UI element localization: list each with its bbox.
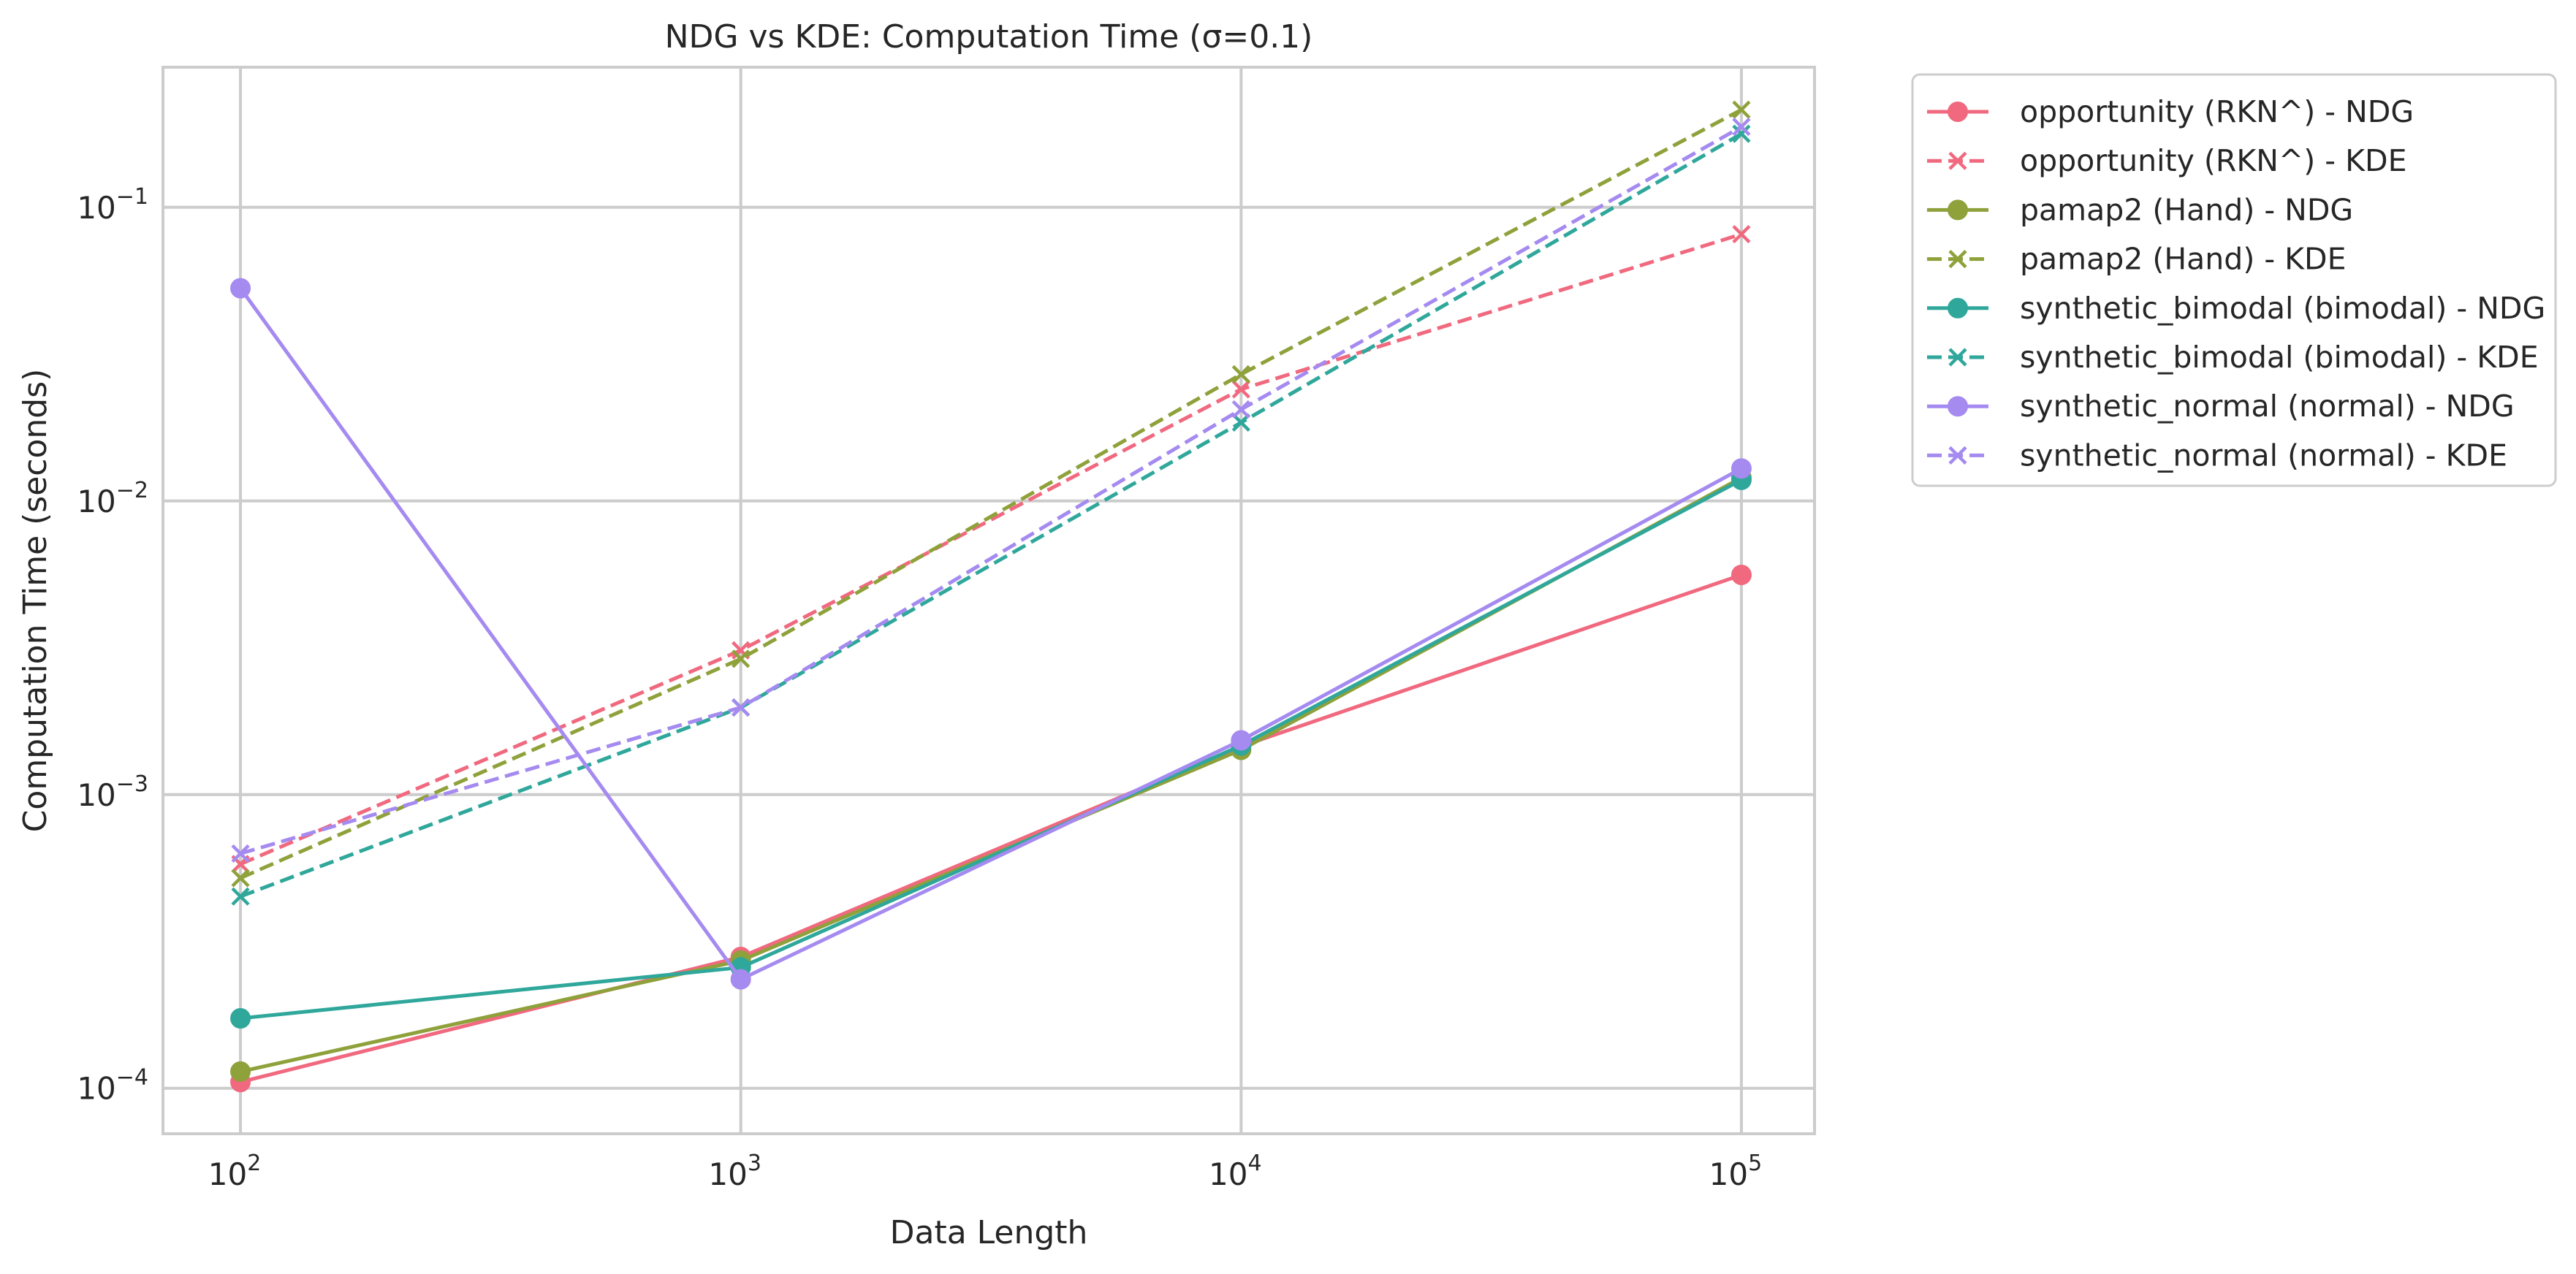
data-point <box>730 969 751 990</box>
series-pamap2-hand-kde <box>231 100 1751 888</box>
data-point <box>1732 124 1751 143</box>
series-line <box>239 287 1743 982</box>
legend-marker <box>1948 151 1967 170</box>
legend-marker <box>1948 348 1967 367</box>
data-point <box>1231 413 1250 432</box>
legend-label: opportunity (RKN^) - KDE <box>2020 143 2407 178</box>
legend-label: pamap2 (Hand) - NDG <box>2020 192 2353 227</box>
legend-label: synthetic_bimodal (bimodal) - NDG <box>2020 291 2545 326</box>
x-tick-label: 105 <box>1709 1151 1763 1192</box>
data-point <box>732 649 751 668</box>
y-tick-exponent: −3 <box>116 771 148 797</box>
y-tick-exponent: −4 <box>116 1065 148 1091</box>
x-tick-exponent: 5 <box>1748 1151 1762 1176</box>
legend-marker <box>1948 102 1968 122</box>
x-tick-exponent: 4 <box>1248 1151 1262 1176</box>
series-line <box>240 478 1743 1021</box>
data-point <box>230 1061 251 1082</box>
y-tick-exponent: −1 <box>116 184 148 210</box>
y-tick-label: 10−4 <box>77 1065 148 1107</box>
y-axis-label: Computation Time (seconds) <box>17 369 54 833</box>
y-tick-base: 10 <box>77 777 115 813</box>
x-tick-label: 104 <box>1209 1151 1262 1192</box>
data-point <box>1732 224 1751 244</box>
legend: opportunity (RKN^) - NDG opportunity (RKN… <box>1911 73 2557 487</box>
legend-label: opportunity (RKN^) - NDG <box>2020 94 2414 129</box>
data-point <box>1231 365 1250 384</box>
legend-item: opportunity (RKN^) - KDE <box>1927 143 2407 178</box>
legend-marker <box>1948 446 1967 465</box>
data-point <box>231 887 250 906</box>
series-line <box>240 131 1743 899</box>
y-tick-base: 10 <box>77 1071 115 1107</box>
x-tick-base: 10 <box>1709 1156 1748 1192</box>
data-point <box>230 278 251 299</box>
x-axis-label: Data Length <box>890 1214 1088 1251</box>
legend-item: synthetic_normal (normal) - NDG <box>1927 389 2515 424</box>
y-tick-base: 10 <box>77 484 115 519</box>
series-synthetic-normal-normal-ndg <box>230 278 1752 990</box>
x-tick-label: 102 <box>208 1151 262 1192</box>
series-line <box>240 107 1743 880</box>
legend-label: synthetic_normal (normal) - NDG <box>2020 389 2515 424</box>
legend-marker <box>1948 396 1968 417</box>
data-point <box>231 869 250 888</box>
series-synthetic-normal-normal-kde <box>231 117 1751 863</box>
legend-label: pamap2 (Hand) - KDE <box>2020 242 2347 277</box>
data-point <box>1231 730 1252 751</box>
legend-frame <box>1911 73 2557 487</box>
x-tick-base: 10 <box>708 1156 747 1192</box>
x-tick-exponent: 2 <box>247 1151 261 1176</box>
data-point <box>732 698 751 717</box>
series-line <box>240 573 1742 1084</box>
legend-marker <box>1948 250 1967 269</box>
legend-label: synthetic_normal (normal) - KDE <box>2020 438 2507 473</box>
plot-frame <box>162 66 1816 1135</box>
y-tick-label: 10−3 <box>77 771 148 813</box>
y-tick-label: 10−1 <box>77 184 148 226</box>
x-tick-label: 103 <box>708 1151 761 1192</box>
data-point <box>1730 564 1752 585</box>
data-point <box>1730 458 1752 479</box>
x-tick-base: 10 <box>208 1156 247 1192</box>
x-axis-ticks: 102 103 104 105 <box>208 1151 1762 1192</box>
data-point <box>230 1008 251 1029</box>
grid-layer <box>163 67 1815 1134</box>
data-point <box>1231 400 1250 419</box>
legend-marker <box>1948 199 1968 221</box>
chart-title: NDG vs KDE: Computation Time (σ=0.1) <box>665 18 1313 56</box>
y-tick-exponent: −2 <box>116 478 148 503</box>
data-point <box>1732 100 1751 119</box>
x-tick-base: 10 <box>1209 1156 1247 1192</box>
legend-item: pamap2 (Hand) - NDG <box>1927 192 2353 227</box>
legend-item: synthetic_bimodal (bimodal) - NDG <box>1927 291 2545 326</box>
x-tick-exponent: 3 <box>748 1151 761 1176</box>
legend-label: synthetic_bimodal (bimodal) - KDE <box>2020 340 2539 375</box>
series-layer <box>230 100 1752 1093</box>
series-line <box>240 125 1743 855</box>
legend-item: synthetic_bimodal (bimodal) - KDE <box>1927 340 2539 375</box>
y-tick-label: 10−2 <box>77 478 148 519</box>
y-axis-ticks: 10−410−310−210−1 <box>77 184 148 1107</box>
legend-marker <box>1948 297 1968 318</box>
data-point <box>1231 380 1250 399</box>
legend-item: synthetic_normal (normal) - KDE <box>1927 438 2507 473</box>
series-line <box>240 232 1742 866</box>
legend-items: opportunity (RKN^) - NDG opportunity (RKN… <box>1927 94 2545 473</box>
legend-item: opportunity (RKN^) - NDG <box>1927 94 2414 129</box>
legend-item: pamap2 (Hand) - KDE <box>1927 242 2347 277</box>
y-tick-base: 10 <box>77 190 115 226</box>
data-point <box>1732 117 1751 137</box>
data-point <box>231 844 250 863</box>
